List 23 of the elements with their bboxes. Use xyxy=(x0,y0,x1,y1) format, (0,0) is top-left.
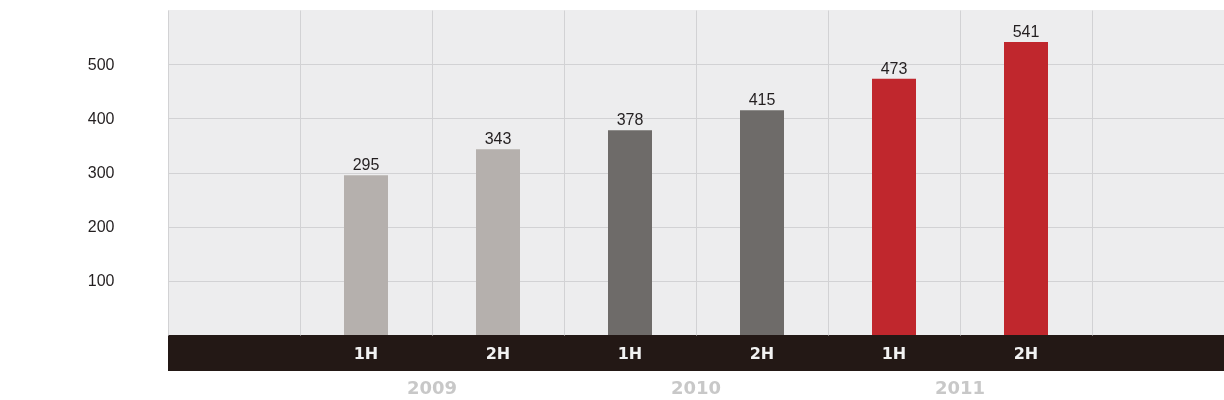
data-label: 343 xyxy=(484,130,512,148)
y-tick-label: 100 xyxy=(87,272,115,290)
data-label: 473 xyxy=(880,59,908,77)
x-tick-label: 1H xyxy=(881,343,907,363)
bar xyxy=(476,149,520,335)
x-tick-label: 2H xyxy=(1013,343,1039,363)
bar xyxy=(344,175,388,335)
bar xyxy=(608,130,652,335)
data-label: 541 xyxy=(1012,22,1040,40)
x-tick-label: 1H xyxy=(617,343,643,363)
y-tick-label: 400 xyxy=(87,109,115,127)
bar xyxy=(740,110,784,335)
data-label: 378 xyxy=(616,111,644,129)
y-tick-label: 300 xyxy=(87,164,115,181)
x-tick-label: 2H xyxy=(485,343,511,363)
y-tick-label: 500 xyxy=(87,55,115,73)
data-label: 415 xyxy=(748,91,776,109)
bar xyxy=(872,78,916,335)
x-tick-label: 2H xyxy=(749,343,775,363)
y-tick-label: 200 xyxy=(87,218,115,236)
bar xyxy=(1004,41,1048,335)
x-tick-label: 1H xyxy=(353,343,379,363)
data-label: 295 xyxy=(352,156,380,174)
